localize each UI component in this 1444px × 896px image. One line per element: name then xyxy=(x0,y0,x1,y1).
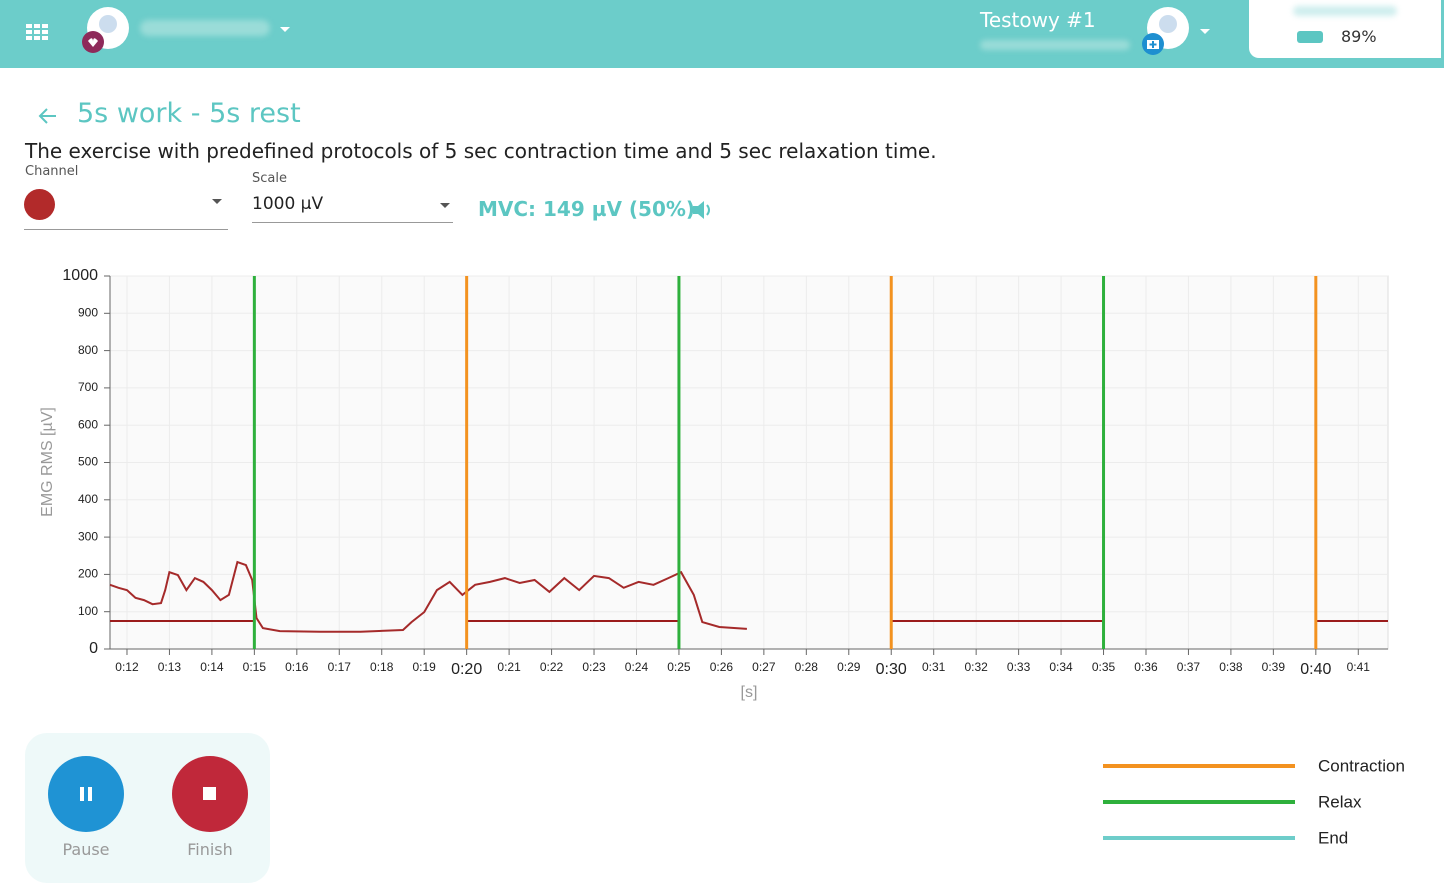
legend-label: Relax xyxy=(1318,792,1362,811)
x-tick-label: 0:20 xyxy=(451,661,482,678)
patient-avatar[interactable] xyxy=(1138,4,1194,56)
finish-label: Finish xyxy=(187,840,233,859)
x-tick-label: 0:41 xyxy=(1347,660,1371,674)
x-tick-label: 0:17 xyxy=(328,660,352,674)
x-tick-label: 0:39 xyxy=(1262,660,1286,674)
scale-select[interactable]: 1000 µV xyxy=(252,190,453,223)
mvc-value: MVC: 149 µV (50%) xyxy=(478,197,696,221)
y-tick-label: 1000 xyxy=(62,267,98,284)
back-arrow[interactable] xyxy=(36,106,60,126)
therapist-avatar[interactable] xyxy=(80,4,136,56)
x-tick-label: 0:18 xyxy=(370,660,394,674)
pause-label: Pause xyxy=(62,840,110,859)
dropdown-caret[interactable] xyxy=(1199,28,1211,36)
x-tick-label: 0:12 xyxy=(115,660,139,674)
controls-panel: Pause Finish xyxy=(25,733,270,883)
exercise-description: The exercise with predefined protocols o… xyxy=(25,139,937,163)
x-tick-label: 0:23 xyxy=(582,660,606,674)
series-line xyxy=(109,560,747,633)
battery-level: 89% xyxy=(1341,27,1377,46)
blurred-name xyxy=(140,20,270,36)
channel-label: Channel xyxy=(25,164,79,179)
x-tick-label: 0:29 xyxy=(837,660,861,674)
channel-color xyxy=(24,189,55,220)
y-tick-label: 0 xyxy=(89,640,98,657)
select-caret xyxy=(212,199,222,204)
x-tick-label: 0:30 xyxy=(876,661,907,678)
x-tick-label: 0:35 xyxy=(1092,660,1116,674)
x-tick-label: 0:15 xyxy=(243,660,267,674)
dropdown-caret[interactable] xyxy=(279,26,291,34)
y-tick-label: 900 xyxy=(78,305,98,319)
finish-button[interactable] xyxy=(172,756,248,832)
y-tick-label: 100 xyxy=(78,604,98,618)
battery-icon xyxy=(1297,31,1323,43)
x-tick-label: 0:24 xyxy=(625,660,649,674)
y-tick-label: 300 xyxy=(78,529,98,543)
blurred-device xyxy=(1293,6,1397,16)
legend-label: End xyxy=(1318,828,1348,847)
x-tick-label: 0:37 xyxy=(1177,660,1201,674)
channel-select[interactable] xyxy=(24,186,228,230)
x-tick-label: 0:38 xyxy=(1219,660,1243,674)
scale-value: 1000 µV xyxy=(252,194,324,214)
y-tick-label: 600 xyxy=(78,417,98,431)
blurred-patient xyxy=(980,40,1130,50)
y-axis-label: EMG RMS [µV] xyxy=(39,407,56,517)
y-tick-label: 700 xyxy=(78,380,98,394)
x-tick-label: 0:13 xyxy=(158,660,182,674)
x-tick-label: 0:32 xyxy=(964,660,988,674)
x-tick-label: 0:25 xyxy=(667,660,691,674)
x-tick-label: 0:14 xyxy=(200,660,224,674)
x-tick-label: 0:16 xyxy=(285,660,309,674)
x-tick-label: 0:34 xyxy=(1049,660,1073,674)
sound-button[interactable] xyxy=(691,199,715,221)
x-tick-label: 0:22 xyxy=(540,660,564,674)
x-axis-label: [s] xyxy=(741,684,758,701)
scale-label: Scale xyxy=(252,171,287,186)
legend-label: Contraction xyxy=(1318,756,1405,775)
battery-box: 89% xyxy=(1249,0,1441,58)
x-tick-label: 0:33 xyxy=(1007,660,1031,674)
x-tick-label: 0:28 xyxy=(795,660,819,674)
select-caret xyxy=(440,203,450,208)
x-tick-label: 0:19 xyxy=(413,660,437,674)
y-tick-label: 400 xyxy=(78,492,98,506)
pause-button[interactable] xyxy=(48,756,124,832)
x-tick-label: 0:21 xyxy=(497,660,521,674)
apps-menu[interactable] xyxy=(26,24,50,42)
x-tick-label: 0:36 xyxy=(1134,660,1158,674)
x-tick-label: 0:27 xyxy=(752,660,776,674)
stop-icon xyxy=(203,787,216,800)
device-name: Testowy #1 xyxy=(980,8,1096,32)
y-tick-label: 200 xyxy=(78,567,98,581)
header-bar: Testowy #1 89% xyxy=(0,0,1444,68)
exercise-title: 5s work - 5s rest xyxy=(77,98,301,129)
x-tick-label: 0:26 xyxy=(710,660,734,674)
pause-icon xyxy=(80,787,92,801)
x-tick-label: 0:40 xyxy=(1300,661,1331,678)
y-tick-label: 800 xyxy=(78,343,98,357)
x-tick-label: 0:31 xyxy=(922,660,946,674)
y-tick-label: 500 xyxy=(78,455,98,469)
